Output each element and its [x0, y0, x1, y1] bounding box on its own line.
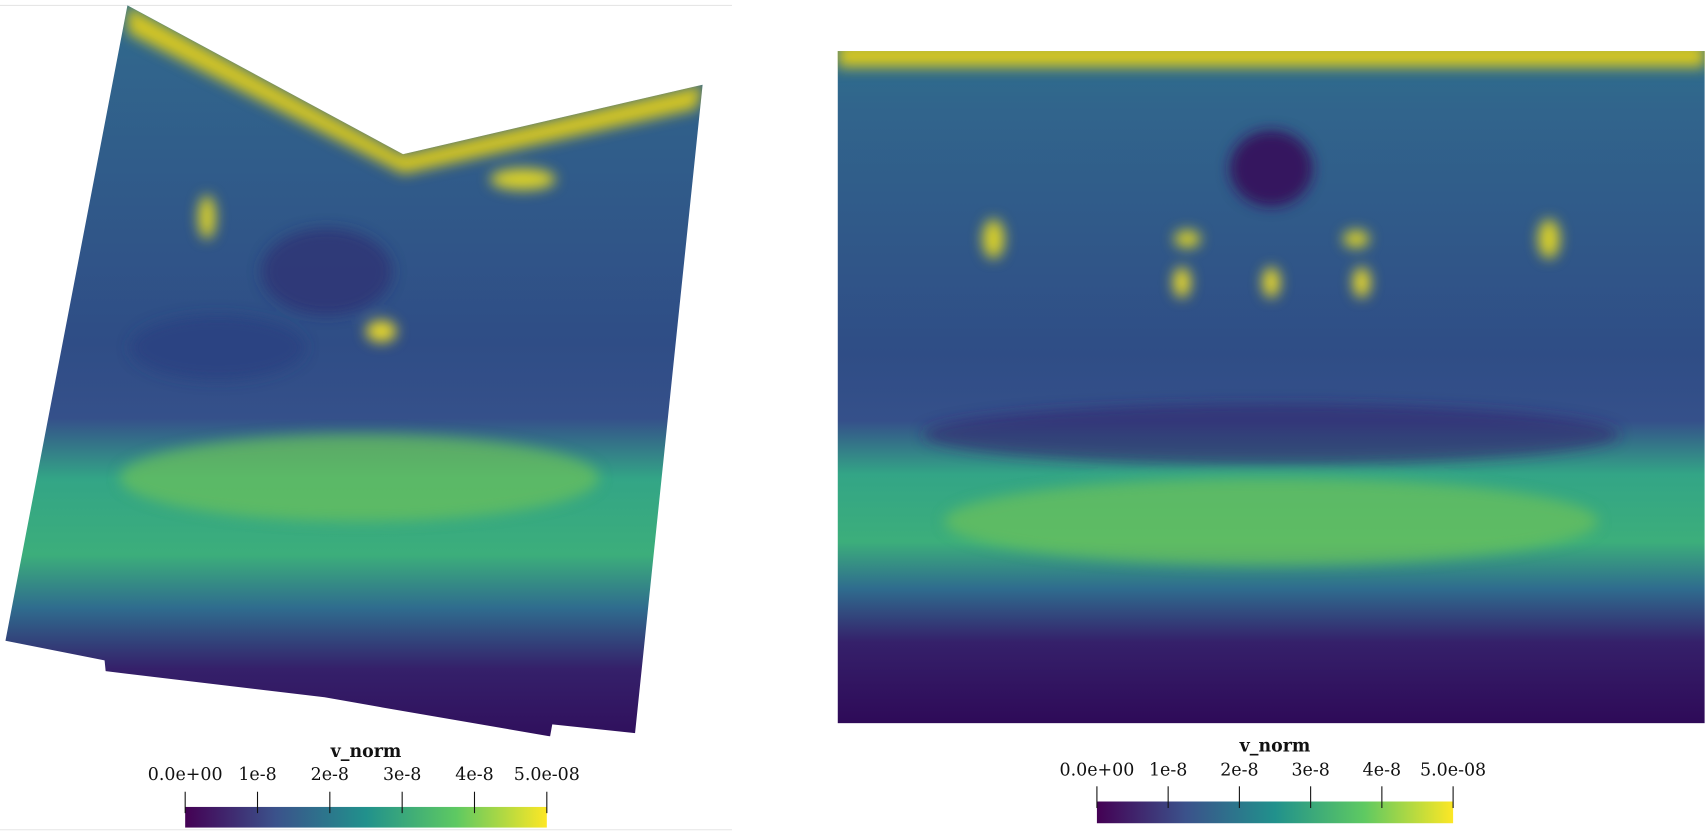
colorbar-title: v_norm: [330, 742, 402, 762]
left-field: [5, 5, 703, 737]
colorbar-tick-label: 2e-8: [1220, 760, 1258, 780]
colorbar: [1096, 801, 1454, 824]
colorbar-tick-label: 1e-8: [1149, 760, 1187, 780]
colorbar-tick-label: 0.0e+00: [148, 765, 223, 785]
colorbar-tick-label: 3e-8: [1291, 760, 1329, 780]
colorbar-tick-label: 0.0e+00: [1060, 760, 1135, 780]
colorbar-title: v_norm: [1239, 737, 1311, 757]
right-field: [837, 51, 1705, 724]
colorbar-tick-label: 3e-8: [383, 765, 421, 785]
colorbar-tick-label: 5.0e-08: [1420, 760, 1486, 780]
colorbar-tick-label: 4e-8: [455, 765, 493, 785]
colorbar: [185, 806, 547, 828]
colorbars: v_norm 0.0e+00 1e-8 2e-8 3e-8 4e-8 5.0e-08 v_no…: [148, 737, 1486, 828]
colorbar-tick-label: 1e-8: [238, 765, 276, 785]
colorbar-tick-label: 2e-8: [311, 765, 349, 785]
colorbar-tick-label: 5.0e-08: [514, 765, 580, 785]
colorbar-tick-label: 4e-8: [1363, 760, 1401, 780]
